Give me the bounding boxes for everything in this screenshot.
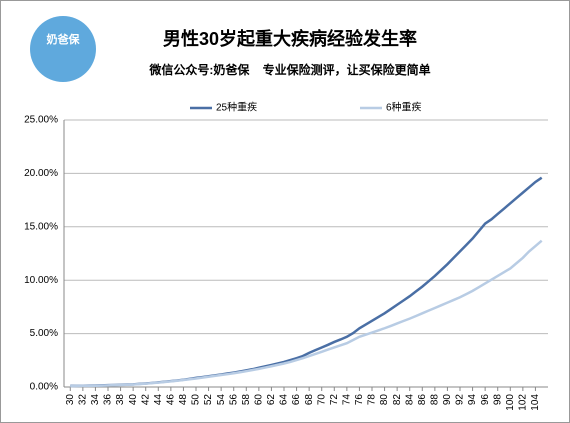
y-tick-label: 20.00% [24, 168, 58, 179]
x-tick-label: 88 [429, 394, 440, 406]
x-tick-label: 80 [379, 394, 390, 406]
x-tick-label: 30 [65, 394, 76, 406]
x-tick-label: 56 [228, 394, 239, 406]
x-tick-label: 40 [128, 394, 139, 406]
x-tick-label: 72 [329, 394, 340, 406]
x-tick-label: 82 [392, 394, 403, 406]
chart-subtitle: 微信公众号:奶爸保 专业保险测评，让买保险更简单 [148, 62, 430, 77]
x-tick-label: 94 [467, 394, 478, 406]
x-tick-label: 96 [480, 394, 491, 406]
x-tick-label: 84 [404, 394, 415, 406]
x-tick-label: 58 [241, 394, 252, 406]
legend-label: 25种重疾 [216, 101, 257, 114]
x-tick-label: 64 [279, 394, 290, 406]
x-tick-label: 98 [492, 394, 503, 406]
logo-circle [30, 16, 96, 82]
x-tick-label: 36 [103, 394, 114, 406]
x-tick-label: 100 [505, 394, 516, 411]
x-tick-label: 86 [417, 394, 428, 406]
chart-title: 男性30岁起重大疾病经验发生率 [163, 28, 417, 49]
x-tick-label: 54 [216, 394, 227, 406]
x-tick-label: 70 [316, 394, 327, 406]
x-tick-label: 38 [115, 394, 126, 406]
x-tick-label: 66 [291, 394, 302, 406]
logo-text: 奶爸保 [47, 32, 81, 46]
x-tick-label: 62 [266, 394, 277, 406]
x-tick-label: 32 [77, 394, 88, 406]
y-tick-label: 15.00% [24, 221, 58, 232]
x-tick-label: 34 [90, 394, 101, 406]
x-tick-label: 92 [455, 394, 466, 406]
x-tick-label: 102 [517, 394, 528, 411]
x-tick-label: 76 [354, 394, 365, 406]
x-tick-label: 60 [253, 394, 264, 406]
x-tick-label: 42 [140, 394, 151, 406]
x-tick-label: 44 [153, 394, 164, 406]
y-tick-label: 0.00% [30, 382, 58, 393]
y-tick-label: 5.00% [30, 328, 58, 339]
y-tick-label: 25.00% [24, 115, 58, 126]
x-tick-label: 90 [442, 394, 453, 406]
x-tick-label: 74 [341, 394, 352, 406]
x-tick-label: 78 [367, 394, 378, 406]
x-tick-label: 48 [178, 394, 189, 406]
series-line [70, 239, 543, 388]
x-tick-label: 46 [165, 394, 176, 406]
y-tick-label: 10.00% [24, 275, 58, 286]
x-tick-label: 104 [530, 394, 541, 411]
legend-label: 6种重疾 [386, 101, 422, 114]
x-tick-label: 50 [191, 394, 202, 406]
x-tick-label: 52 [203, 394, 214, 406]
x-tick-label: 68 [304, 394, 315, 406]
